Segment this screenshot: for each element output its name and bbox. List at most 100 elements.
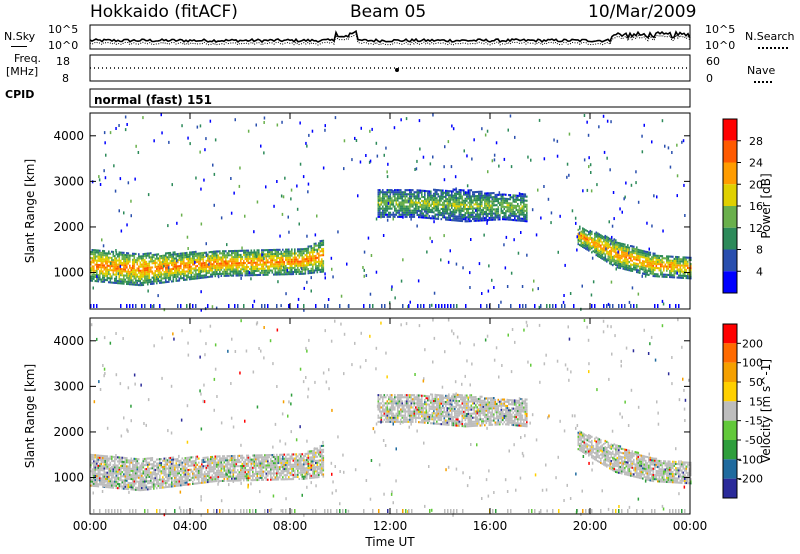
- heatmap-cell: [619, 256, 622, 259]
- heatmap-cell: [440, 258, 442, 262]
- heatmap-cell: [265, 261, 268, 264]
- heatmap-cell: [102, 469, 104, 472]
- heatmap-cell: [124, 465, 127, 468]
- heatmap-cell: [676, 266, 679, 269]
- heatmap-cell: [319, 250, 322, 253]
- heatmap-cell: [398, 209, 401, 212]
- heatmap-cell: [130, 478, 133, 481]
- heatmap-cell: [606, 239, 608, 242]
- heatmap-cell: [426, 213, 428, 217]
- heatmap-cell: [322, 262, 325, 265]
- heatmap-cell: [420, 304, 422, 308]
- heatmap-cell: [135, 474, 137, 477]
- heatmap-cell: [225, 262, 227, 265]
- heatmap-cell: [100, 481, 103, 484]
- heatmap-cell: [111, 486, 113, 489]
- heatmap-cell: [115, 267, 118, 270]
- heatmap-cell: [311, 129, 314, 133]
- heatmap-cell: [297, 250, 299, 253]
- heatmap-cell: [90, 261, 92, 264]
- heatmap-cell: [132, 480, 134, 483]
- heatmap-cell: [138, 482, 140, 485]
- heatmap-cell: [484, 198, 486, 201]
- heatmap-cell: [156, 267, 158, 270]
- heatmap-cell: [217, 266, 220, 269]
- heatmap-cell: [211, 263, 214, 266]
- heatmap-cell: [690, 263, 692, 266]
- heatmap-cell: [160, 480, 163, 483]
- heatmap-cell: [580, 245, 583, 248]
- heatmap-cell: [126, 457, 128, 460]
- heatmap-cell: [324, 124, 326, 128]
- heatmap-cell: [114, 456, 116, 459]
- heatmap-cell: [340, 294, 343, 298]
- heatmap-cell: [234, 249, 236, 252]
- heatmap-cell: [106, 473, 109, 476]
- heatmap-cell: [484, 213, 486, 216]
- heatmap-cell: [115, 474, 118, 477]
- heatmap-cell: [190, 267, 193, 270]
- heatmap-cell: [592, 250, 595, 253]
- heatmap-cell: [153, 463, 155, 466]
- heatmap-cell: [486, 219, 489, 222]
- heatmap-cell: [615, 241, 617, 244]
- heatmap-cell: [506, 218, 509, 221]
- heatmap-cell: [671, 151, 673, 154]
- heatmap-cell: [607, 251, 610, 254]
- heatmap-cell: [150, 270, 152, 273]
- heatmap-cell: [496, 195, 498, 198]
- heatmap-cell: [660, 265, 662, 268]
- heatmap-cell: [445, 200, 447, 203]
- heatmap-cell: [431, 200, 434, 203]
- heatmap-cell: [434, 209, 437, 212]
- heatmap-cell: [93, 472, 95, 475]
- heatmap-cell: [129, 463, 131, 466]
- heatmap-cell: [627, 258, 629, 261]
- heatmap-cell: [490, 212, 492, 215]
- heatmap-cell: [96, 479, 98, 482]
- heatmap-cell: [112, 480, 115, 483]
- heatmap-cell: [171, 255, 173, 258]
- heatmap-cell: [99, 471, 101, 474]
- heatmap-cell: [163, 480, 166, 483]
- heatmap-cell: [392, 215, 395, 218]
- heatmap-cell: [478, 197, 480, 200]
- heatmap-cell: [327, 304, 329, 308]
- heatmap-cell: [424, 208, 426, 211]
- heatmap-cell: [398, 193, 401, 196]
- heatmap-cell: [307, 259, 310, 262]
- heatmap-cell: [130, 488, 133, 491]
- heatmap-cell: [144, 470, 146, 473]
- heatmap-cell: [604, 241, 607, 244]
- heatmap-cell: [162, 459, 164, 462]
- heatmap-cell: [100, 467, 103, 470]
- heatmap-cell: [418, 191, 420, 194]
- heatmap-cell: [130, 484, 133, 487]
- heatmap-cell: [625, 256, 628, 259]
- heatmap-cell: [289, 254, 292, 257]
- heatmap-cell: [186, 274, 188, 277]
- heatmap-cell: [610, 259, 613, 262]
- heatmap-cell: [127, 268, 130, 271]
- heatmap-cell: [518, 219, 521, 222]
- heatmap-cell: [235, 254, 238, 257]
- heatmap-cell: [193, 267, 196, 270]
- heatmap-cell: [121, 464, 124, 467]
- heatmap-cell: [583, 240, 586, 243]
- heatmap-cell: [410, 191, 413, 194]
- heatmap-cell: [473, 197, 476, 200]
- heatmap-cell: [198, 266, 200, 269]
- heatmap-cell: [96, 462, 98, 465]
- heatmap-cell: [195, 259, 197, 262]
- heatmap-cell: [413, 213, 416, 216]
- heatmap-cell: [136, 257, 139, 260]
- heatmap-cell: [383, 215, 386, 218]
- heatmap-cell: [211, 273, 214, 276]
- heatmap-cell: [244, 249, 247, 252]
- heatmap-cell: [612, 304, 614, 308]
- heatmap-cell: [225, 266, 227, 269]
- heatmap-cell: [470, 195, 473, 198]
- heatmap-cell: [124, 469, 127, 472]
- heatmap-cell: [228, 304, 230, 308]
- heatmap-cell: [594, 304, 596, 308]
